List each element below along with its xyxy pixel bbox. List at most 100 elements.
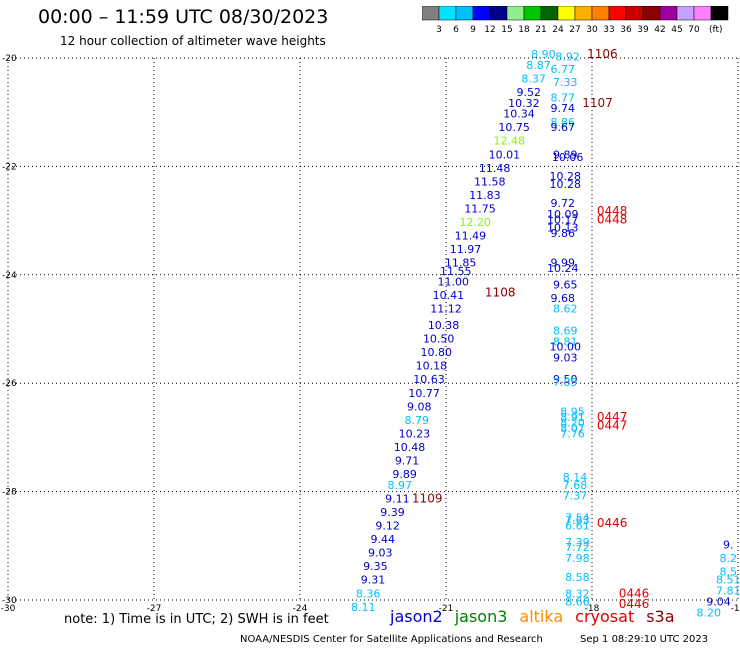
wave-height-point: 10.38 [428, 319, 460, 332]
colorbar-label: 39 [637, 25, 649, 35]
wave-height-point: 9.52 [516, 86, 541, 99]
wave-height-point: 11.48 [479, 162, 511, 175]
wave-height-point: 8.11 [351, 601, 376, 614]
wave-height-point: 6.77 [551, 63, 576, 76]
wave-height-point: 10.01 [489, 148, 521, 161]
wave-height-point: 9.04 [706, 595, 731, 608]
wave-height-point: 7.39 [565, 536, 590, 549]
wave-height-point: 9.89 [553, 148, 578, 161]
wave-height-point: 9.35 [363, 560, 388, 573]
wave-height-point: 9.03 [368, 547, 393, 560]
colorbar-label: 6 [453, 25, 459, 35]
y-tick-label: -28 [2, 488, 17, 498]
wave-height-point: 9.67 [551, 121, 576, 134]
wave-height-point: 8.87 [526, 59, 551, 72]
wave-height-point: 9.68 [551, 292, 576, 305]
wave-height-point: 10.28 [549, 170, 581, 183]
wave-height-point: 10.24 [547, 262, 579, 275]
wave-height-point: 8.81 [553, 335, 578, 348]
pass-time-label: 1109 [412, 491, 443, 505]
wave-height-point: 10.48 [394, 441, 426, 454]
wave-height-point: 10.50 [423, 333, 455, 346]
wave-height-point: 10.00 [549, 341, 581, 354]
wave-height-point: 10.41 [433, 289, 465, 302]
wave-height-point: 10.34 [503, 108, 535, 121]
legend-item-cryosat: cryosat [575, 607, 635, 626]
colorbar-legend: 3 6 9 12 15 18 21 24 27 30 33 36 39 42 45 70 (ft) [422, 6, 729, 35]
wave-height-point: 10.09 [547, 208, 579, 221]
wave-height-point: 8.66 [565, 595, 590, 608]
wave-height-point: 8.97 [388, 479, 413, 492]
colorbar-label: 45 [671, 25, 682, 35]
wave-height-point: 9.31 [361, 574, 386, 587]
wave-height-point: 8.86 [551, 116, 576, 129]
wave-height-point: 8.5 [720, 566, 738, 579]
wave-height-point: 7.72 [565, 541, 590, 554]
wave-height-point: 8.91 [560, 411, 585, 424]
wave-height-point: 8.20 [560, 417, 585, 430]
colorbar-swatch [710, 6, 729, 21]
wave-height-point: 11.58 [474, 175, 506, 188]
wave-height-point: 8.51 [716, 574, 740, 587]
pass-time-label: 0447 [597, 418, 628, 432]
y-tick-label: -30 [2, 596, 17, 606]
wave-height-point: 10.23 [399, 427, 431, 440]
colorbar-label: 3 [436, 25, 442, 35]
wave-height-point: 10.75 [498, 121, 530, 134]
chart-title: 00:00 – 11:59 UTC 08/30/2023 [38, 6, 329, 28]
wave-height-point: 9.65 [553, 278, 578, 291]
wave-height-point: 8.95 [560, 406, 585, 419]
wave-height-point: 11.00 [438, 276, 470, 289]
wave-height-point: 10.13 [547, 221, 579, 234]
legend-item-jason2: jason2 [390, 607, 443, 626]
pass-time-label: 1106 [587, 47, 618, 61]
wave-height-point: 11.85 [445, 257, 477, 270]
wave-height-point: 9.86 [551, 227, 576, 240]
wave-height-point: 7.85 [553, 376, 578, 389]
x-tick-label: -27 [147, 604, 162, 614]
wave-height-point: 9.89 [392, 468, 417, 481]
pass-time-label: 1108 [485, 285, 516, 299]
colorbar-label: 42 [654, 25, 665, 35]
wave-height-point: 9.11 [385, 492, 410, 505]
x-tick-label: -24 [293, 604, 308, 614]
satellite-legend: jason2 jason3 altika cryosat s3a [390, 607, 687, 626]
wave-height-point: 9.99 [551, 257, 576, 270]
wave-height-point: 10.18 [416, 360, 448, 373]
colorbar-label: 33 [603, 25, 614, 35]
wave-height-point: 6.61 [565, 520, 590, 533]
wave-height-point: 9.44 [370, 533, 395, 546]
legend-item-jason3: jason3 [454, 607, 508, 626]
wave-height-point: 8.69 [553, 324, 578, 337]
colorbar-label: 18 [518, 25, 530, 35]
wave-height-point: 8.36 [356, 587, 381, 600]
wave-height-point: 12.20 [459, 216, 491, 229]
pass-time-label: 0448 [597, 204, 628, 218]
pass-time-label: 0446 [597, 516, 628, 530]
colorbar-label: 24 [552, 25, 564, 35]
wave-height-point: 8.90 [531, 48, 556, 61]
colorbar-label: 12 [484, 25, 495, 35]
colorbar-label: 30 [586, 25, 598, 35]
colorbar-label: 70 [688, 25, 700, 35]
wave-height-point: 8.58 [565, 571, 590, 584]
colorbar-label: 27 [569, 25, 580, 35]
wave-height-point: 12.48 [494, 135, 526, 148]
wave-height-point: 7.68 [563, 479, 588, 492]
legend-item-s3a: s3a [646, 607, 675, 626]
wave-height-point: 9.03 [553, 352, 578, 365]
pass-time-label: 0448 [597, 212, 628, 226]
wave-height-point: 8.62 [553, 303, 578, 316]
footnote: note: 1) Time is in UTC; 2) SWH is in fe… [64, 612, 329, 627]
wave-height-point: 10.28 [549, 178, 581, 191]
wave-height-point: 8.32 [565, 587, 590, 600]
x-tick-label: -30 [1, 604, 16, 614]
wave-height-point: 7.76 [560, 427, 585, 440]
pass-time-label: 1107 [582, 96, 613, 110]
wave-height-point: 8.20 [697, 606, 722, 619]
colorbar-label: 15 [501, 25, 512, 35]
credit-text: NOAA/NESDIS Center for Satellite Applica… [240, 634, 543, 645]
legend-item-altika: altika [519, 607, 564, 626]
x-tick-label: -15 [731, 604, 740, 614]
wave-height-point: 11.55 [440, 265, 472, 278]
